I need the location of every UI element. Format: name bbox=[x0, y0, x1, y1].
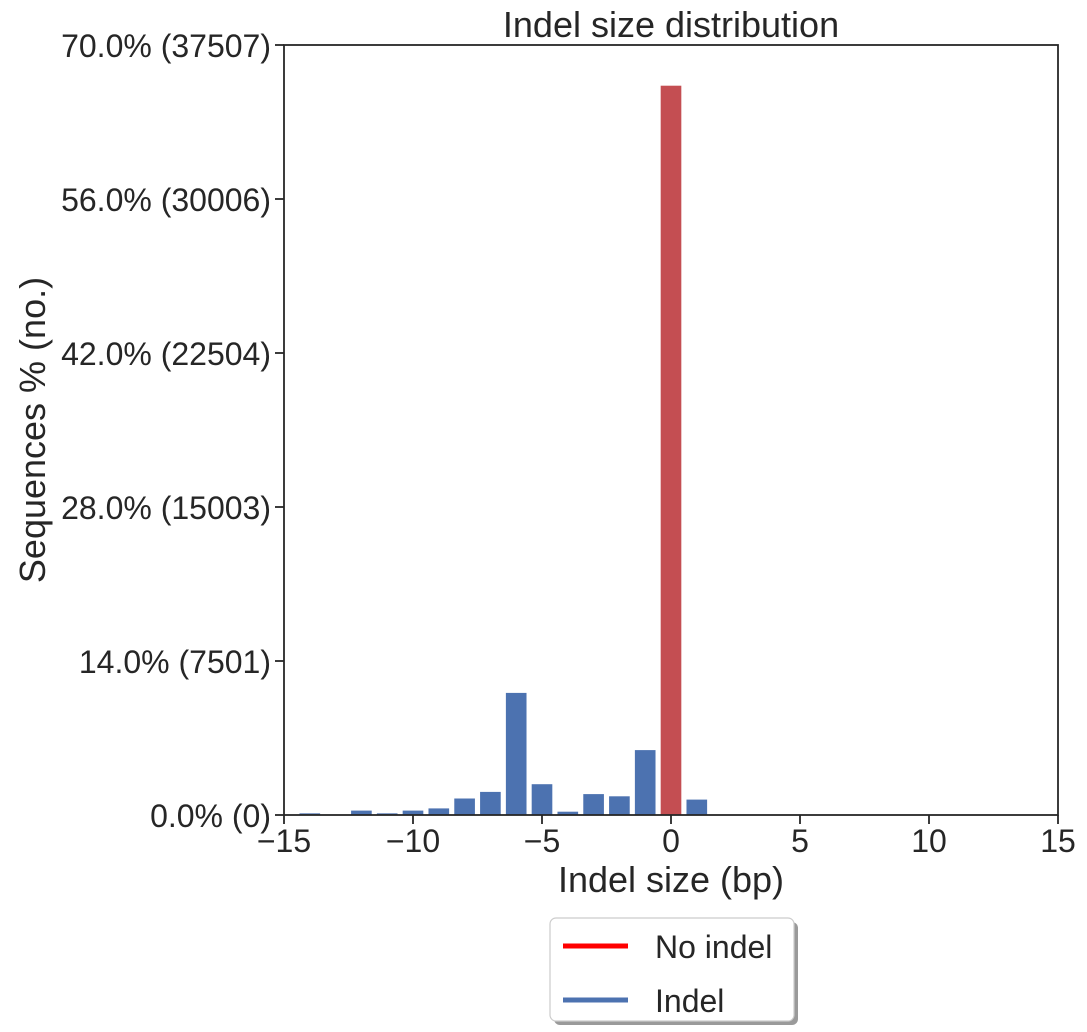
bar-indel-4 bbox=[428, 808, 450, 815]
chart-title: Indel size distribution bbox=[503, 4, 839, 45]
bars-group bbox=[299, 85, 708, 815]
x-tick-label-2: −5 bbox=[524, 823, 560, 859]
legend: No indel Indel bbox=[549, 917, 798, 1025]
x-axis-label: Indel size (bp) bbox=[558, 859, 784, 900]
bar-indel-10 bbox=[583, 794, 604, 815]
bar-indel-3 bbox=[402, 810, 424, 815]
bar-indel-1 bbox=[351, 810, 372, 815]
x-axis-ticks: −15 −10 −5 0 5 10 15 bbox=[257, 815, 1076, 859]
bar-indel-8 bbox=[531, 784, 553, 815]
y-tick-label-2: 28.0% (15003) bbox=[61, 490, 271, 526]
x-tick-label-6: 15 bbox=[1040, 823, 1076, 859]
bar-indel-9 bbox=[557, 811, 579, 815]
y-tick-label-4: 56.0% (30006) bbox=[61, 182, 271, 218]
x-tick-label-5: 10 bbox=[911, 823, 947, 859]
y-axis-ticks: 0.0% (0) 14.0% (7501) 28.0% (15003) 42.0% (… bbox=[61, 28, 284, 834]
bar-indel-5 bbox=[454, 798, 475, 815]
bar-indel-11 bbox=[609, 796, 630, 815]
bar-indel-6 bbox=[480, 791, 501, 815]
y-tick-label-1: 14.0% (7501) bbox=[79, 644, 271, 680]
legend-label-1: Indel bbox=[655, 983, 724, 1019]
x-tick-label-1: −10 bbox=[386, 823, 440, 859]
x-tick-label-0: −15 bbox=[257, 823, 311, 859]
bar-indel-13 bbox=[686, 799, 708, 815]
x-tick-label-4: 5 bbox=[791, 823, 809, 859]
y-tick-label-5: 70.0% (37507) bbox=[61, 28, 271, 64]
legend-label-0: No indel bbox=[655, 929, 772, 965]
y-axis-label: Sequences % (no.) bbox=[12, 277, 53, 583]
bar-no-indel-0 bbox=[660, 85, 682, 815]
bar-indel-12 bbox=[634, 750, 656, 815]
y-tick-label-3: 42.0% (22504) bbox=[61, 336, 271, 372]
y-tick-label-0: 0.0% (0) bbox=[150, 798, 271, 834]
x-tick-label-3: 0 bbox=[662, 823, 680, 859]
bar-indel-7 bbox=[505, 692, 527, 815]
